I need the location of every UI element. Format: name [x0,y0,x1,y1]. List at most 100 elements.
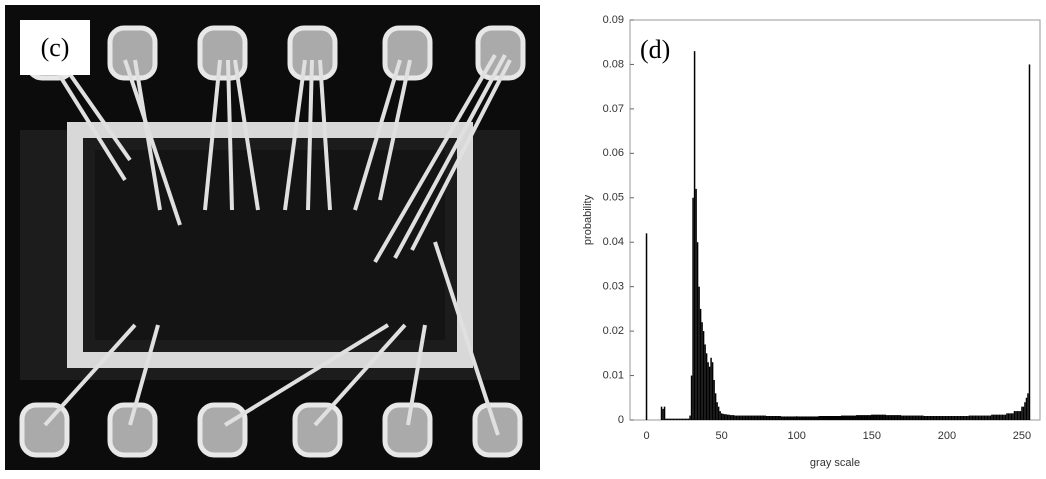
bar [689,415,691,420]
bar [740,415,742,420]
bar [818,416,820,420]
bar [937,416,939,420]
bar [946,416,948,420]
bar [765,416,768,420]
bar [887,415,890,420]
bar [734,415,736,420]
bar [856,415,858,420]
bar [865,415,867,420]
panel-label-box [20,20,90,75]
bar [773,416,775,420]
bar [872,414,875,420]
bar [886,415,888,420]
bar [889,415,891,420]
bar [785,416,787,420]
bar [1010,413,1013,420]
bar [866,415,869,420]
bar [779,416,781,420]
bar [824,416,826,420]
bar [1027,393,1029,420]
bar [923,416,926,420]
bar [920,415,923,420]
bar [956,416,959,420]
bar [995,414,998,420]
bar [964,416,966,420]
bar [836,416,839,420]
bar [746,415,748,420]
bar [804,416,807,420]
bar [1025,397,1028,420]
bar [851,415,854,420]
bar [845,415,848,420]
bar [776,416,778,420]
bar [807,416,810,420]
bar [681,418,684,420]
bar [716,402,718,420]
bar [985,415,987,420]
bar [809,416,811,420]
y-axis-label: probability [582,194,594,245]
bar [1013,411,1016,420]
bar [819,416,822,420]
bar [801,416,804,420]
bar [729,415,732,420]
bar [1007,413,1010,420]
bar [922,415,924,420]
bar [949,416,951,420]
bar [955,416,957,420]
bar [1024,402,1026,420]
bar [795,416,798,420]
bar [683,418,685,420]
bar [998,414,1001,420]
bar [913,415,915,420]
bar [833,416,835,420]
bar [750,415,753,420]
bar [675,418,678,420]
bar [974,415,977,420]
bar [830,416,832,420]
bar [666,418,669,420]
bar [783,416,786,420]
bar [810,416,813,420]
bar [753,415,756,420]
bar [806,416,808,420]
bar [970,415,972,420]
y-tick-label: 0 [618,414,624,426]
bar [1012,413,1014,420]
bar [863,415,866,420]
bar [720,413,723,420]
bar [1003,414,1005,420]
bar [686,418,688,420]
bar [710,357,712,420]
bar [696,242,699,420]
bar [737,415,739,420]
bar [967,416,969,420]
bar [758,415,760,420]
x-tick-label: 100 [788,430,806,442]
bar [898,415,900,420]
bar [798,416,801,420]
bar [965,416,968,420]
bar [789,416,792,420]
bar [719,411,721,420]
bar [761,415,763,420]
bar [934,416,936,420]
bar [971,415,974,420]
bar [792,416,795,420]
bar [871,414,873,420]
bar [1016,411,1019,420]
bar [1001,414,1004,420]
bar [979,415,981,420]
bar [1021,406,1023,420]
bar [786,416,789,420]
bar [803,416,805,420]
bar [977,415,980,420]
bar [693,51,696,420]
bar [699,308,702,420]
bar [838,416,840,420]
bar [853,415,855,420]
bar [880,414,882,420]
bar [665,418,667,420]
